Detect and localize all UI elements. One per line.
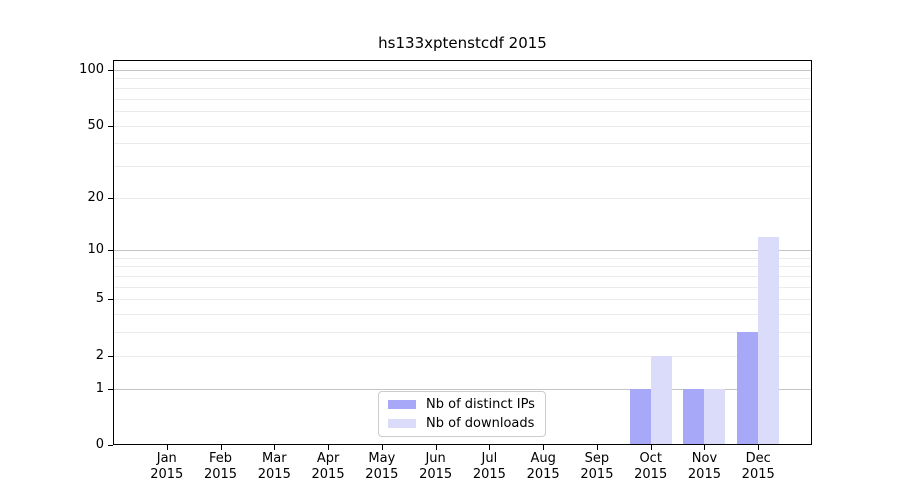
bar-nb-of-downloads-dec-2015 bbox=[758, 236, 780, 445]
gridline-minor-5 bbox=[113, 299, 812, 301]
y-tick-mark-0 bbox=[108, 445, 113, 446]
legend-label-nb-of-downloads: Nb of downloads bbox=[426, 416, 535, 431]
x-tick-label-aug-2015: Aug 2015 bbox=[526, 451, 560, 482]
x-tick-label-may-2015: May 2015 bbox=[365, 451, 399, 482]
x-tick-label-mar-2015: Mar 2015 bbox=[257, 451, 291, 482]
y-tick-mark-2 bbox=[108, 355, 113, 357]
x-tick-label-jun-2015: Jun 2015 bbox=[419, 451, 453, 482]
bar-nb-of-downloads-nov-2015 bbox=[704, 388, 726, 445]
gridline-minor-4 bbox=[113, 314, 812, 316]
gridline-minor-90 bbox=[113, 78, 812, 80]
gridline-minor-8 bbox=[113, 266, 812, 268]
gridline-major-10 bbox=[113, 250, 812, 252]
x-tick-mark-mar-2015 bbox=[274, 445, 276, 450]
x-tick-label-apr-2015: Apr 2015 bbox=[311, 451, 345, 482]
x-tick-label-dec-2015: Dec 2015 bbox=[741, 451, 775, 482]
y-tick-label-10: 10 bbox=[87, 242, 104, 258]
gridline-minor-60 bbox=[113, 110, 812, 112]
gridline-minor-7 bbox=[113, 276, 812, 278]
x-tick-mark-jun-2015 bbox=[435, 445, 437, 450]
x-tick-mark-nov-2015 bbox=[704, 445, 706, 450]
x-tick-mark-may-2015 bbox=[381, 445, 383, 450]
gridline-minor-6 bbox=[113, 286, 812, 288]
gridline-minor-2 bbox=[113, 355, 812, 357]
gridline-minor-20 bbox=[113, 197, 812, 199]
x-tick-mark-aug-2015 bbox=[543, 445, 545, 450]
gridline-minor-70 bbox=[113, 98, 812, 100]
x-tick-label-oct-2015: Oct 2015 bbox=[634, 451, 668, 482]
y-tick-mark-5 bbox=[108, 299, 113, 301]
legend: Nb of distinct IPs Nb of downloads bbox=[378, 391, 546, 437]
y-tick-label-5: 5 bbox=[95, 291, 104, 307]
x-tick-label-jan-2015: Jan 2015 bbox=[150, 451, 184, 482]
bar-nb-of-distinct-ips-nov-2015 bbox=[683, 388, 705, 445]
legend-swatch-nb-of-distinct-ips bbox=[388, 400, 416, 409]
gridline-minor-9 bbox=[113, 257, 812, 259]
x-tick-label-sep-2015: Sep 2015 bbox=[580, 451, 614, 482]
bar-nb-of-downloads-oct-2015 bbox=[650, 355, 672, 445]
y-tick-label-1: 1 bbox=[95, 380, 104, 396]
bar-nb-of-distinct-ips-dec-2015 bbox=[737, 332, 759, 445]
plot-area bbox=[113, 60, 812, 445]
gridline-minor-40 bbox=[113, 143, 812, 145]
gridline-minor-50 bbox=[113, 125, 812, 127]
bar-nb-of-distinct-ips-oct-2015 bbox=[629, 388, 651, 445]
gridline-minor-80 bbox=[113, 87, 812, 89]
y-tick-mark-1 bbox=[108, 388, 113, 390]
x-tick-label-feb-2015: Feb 2015 bbox=[203, 451, 238, 482]
plot-frame bbox=[113, 60, 812, 445]
gridline-major-100 bbox=[113, 70, 812, 71]
y-tick-mark-20 bbox=[108, 197, 113, 199]
gridline-minor-30 bbox=[113, 165, 812, 167]
y-tick-label-0: 0 bbox=[95, 437, 104, 452]
x-tick-label-nov-2015: Nov 2015 bbox=[687, 451, 721, 482]
gridline-major-1 bbox=[113, 388, 812, 390]
y-tick-label-50: 50 bbox=[87, 117, 104, 133]
legend-item-nb-of-downloads: Nb of downloads bbox=[388, 416, 536, 431]
legend-swatch-nb-of-downloads bbox=[388, 419, 416, 428]
chart-title: hs133xptenstcdf 2015 bbox=[378, 34, 547, 52]
x-tick-mark-jan-2015 bbox=[166, 445, 168, 450]
y-tick-mark-50 bbox=[108, 125, 113, 127]
y-tick-label-2: 2 bbox=[95, 347, 104, 363]
legend-item-nb-of-distinct-ips: Nb of distinct IPs bbox=[388, 397, 536, 412]
x-tick-mark-apr-2015 bbox=[328, 445, 330, 450]
x-tick-mark-sep-2015 bbox=[596, 445, 598, 450]
y-tick-mark-100 bbox=[108, 70, 113, 71]
x-tick-label-jul-2015: Jul 2015 bbox=[472, 451, 506, 482]
y-tick-label-20: 20 bbox=[87, 189, 104, 205]
x-tick-mark-feb-2015 bbox=[220, 445, 222, 450]
x-tick-mark-oct-2015 bbox=[650, 445, 652, 450]
x-tick-mark-dec-2015 bbox=[758, 445, 760, 450]
legend-label-nb-of-distinct-ips: Nb of distinct IPs bbox=[426, 397, 535, 412]
y-tick-label-100: 100 bbox=[79, 62, 104, 77]
y-tick-mark-10 bbox=[108, 250, 113, 252]
gridline-minor-3 bbox=[113, 332, 812, 334]
x-tick-mark-jul-2015 bbox=[489, 445, 491, 450]
